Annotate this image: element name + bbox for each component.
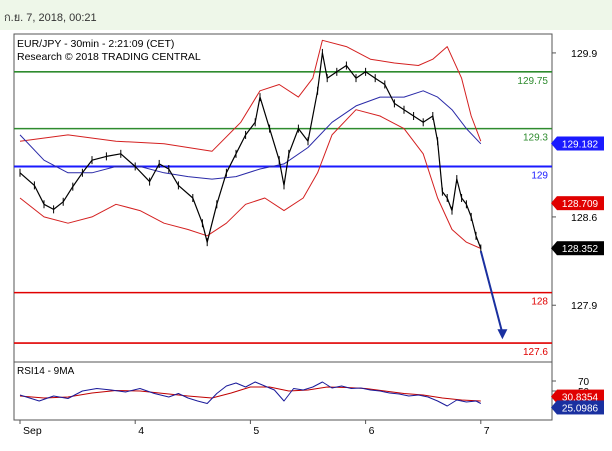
rsi-pane-frame bbox=[13, 361, 553, 421]
price-line bbox=[19, 52, 482, 249]
projection-arrow-line bbox=[479, 250, 504, 334]
x-axis: Sep 4 5 6 7 bbox=[14, 419, 552, 437]
y-tick-label: 129.9 bbox=[571, 48, 597, 60]
price-tag-1-pointer bbox=[551, 196, 557, 211]
y-tick-label: 128.6 bbox=[571, 212, 597, 224]
price-tag-0-box bbox=[557, 136, 604, 151]
level-label-128: 128 bbox=[531, 297, 548, 308]
price-tag-1-box bbox=[557, 196, 604, 211]
level-label-129.75: 129.75 bbox=[517, 76, 548, 87]
rsi-tag-0-pointer bbox=[551, 389, 557, 404]
level-label-127.6: 127.6 bbox=[523, 347, 548, 358]
x-tick-label: 4 bbox=[138, 425, 144, 437]
price-pane-frame bbox=[13, 33, 553, 363]
price-tag-2-pointer bbox=[551, 241, 557, 256]
timestamp-label: ก.ย. 7, 2018, 00:21 bbox=[4, 12, 97, 24]
rsi-ma-line bbox=[19, 386, 481, 402]
price-tag-2-label: 128.352 bbox=[562, 244, 599, 255]
rsi-line bbox=[19, 381, 482, 407]
rsi-tag-1-pointer bbox=[551, 400, 557, 415]
chart-subtitle: Research © 2018 TRADING CENTRAL bbox=[17, 51, 201, 63]
level-label-129: 129 bbox=[531, 170, 548, 181]
projection-arrow-head bbox=[497, 329, 508, 340]
moving-average-line bbox=[19, 90, 482, 180]
timestamp-bar: ก.ย. 7, 2018, 00:21 bbox=[0, 0, 612, 30]
bollinger-lower-line bbox=[19, 109, 482, 249]
x-tick-label: 6 bbox=[369, 425, 375, 437]
bollinger-upper-line bbox=[19, 39, 482, 152]
x-tick-label: 7 bbox=[484, 425, 490, 437]
y-tick-label: 127.9 bbox=[571, 300, 597, 312]
price-tag-0-label: 129.182 bbox=[562, 140, 599, 151]
price-tag-0-pointer bbox=[551, 136, 557, 151]
price-pane: EUR/JPY - 30min - 2:21:09 (CET)Research … bbox=[13, 33, 604, 363]
price-tag-2-box bbox=[557, 241, 604, 256]
rsi-tag-1-box bbox=[557, 400, 604, 415]
rsi-tag-0-label: 30.8354 bbox=[562, 393, 599, 404]
rsi-y-tick-label: 70 bbox=[578, 377, 590, 388]
rsi-tag-1-label: 25.0986 bbox=[562, 403, 599, 414]
x-tick-label: 5 bbox=[253, 425, 259, 437]
x-tick-label: Sep bbox=[23, 425, 42, 437]
price-tag-1-label: 128.709 bbox=[562, 199, 599, 210]
rsi-title: RSI14 - 9MA bbox=[17, 366, 75, 377]
rsi-tag-0-box bbox=[557, 389, 604, 404]
chart-title: EUR/JPY - 30min - 2:21:09 (CET) bbox=[17, 38, 174, 50]
level-label-129.3: 129.3 bbox=[523, 133, 548, 144]
